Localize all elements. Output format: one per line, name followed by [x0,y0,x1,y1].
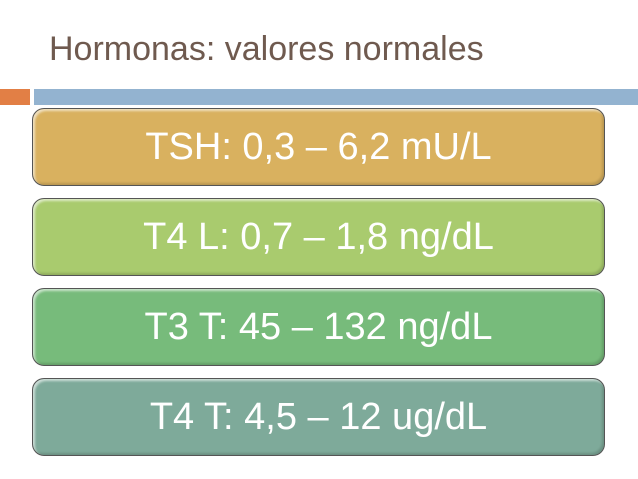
hormone-box-t3t: T3 T: 45 – 132 ng/dL [32,288,605,366]
hormone-box-t4l: T4 L: 0,7 – 1,8 ng/dL [32,198,605,276]
hormone-box-t4t: T4 T: 4,5 – 12 ug/dL [32,378,605,456]
accent-bar-blue [34,89,638,105]
slide-title: Hormonas: valores normales [49,30,484,68]
accent-bar-orange [0,89,30,105]
hormone-box-tsh: TSH: 0,3 – 6,2 mU/L [32,108,605,186]
